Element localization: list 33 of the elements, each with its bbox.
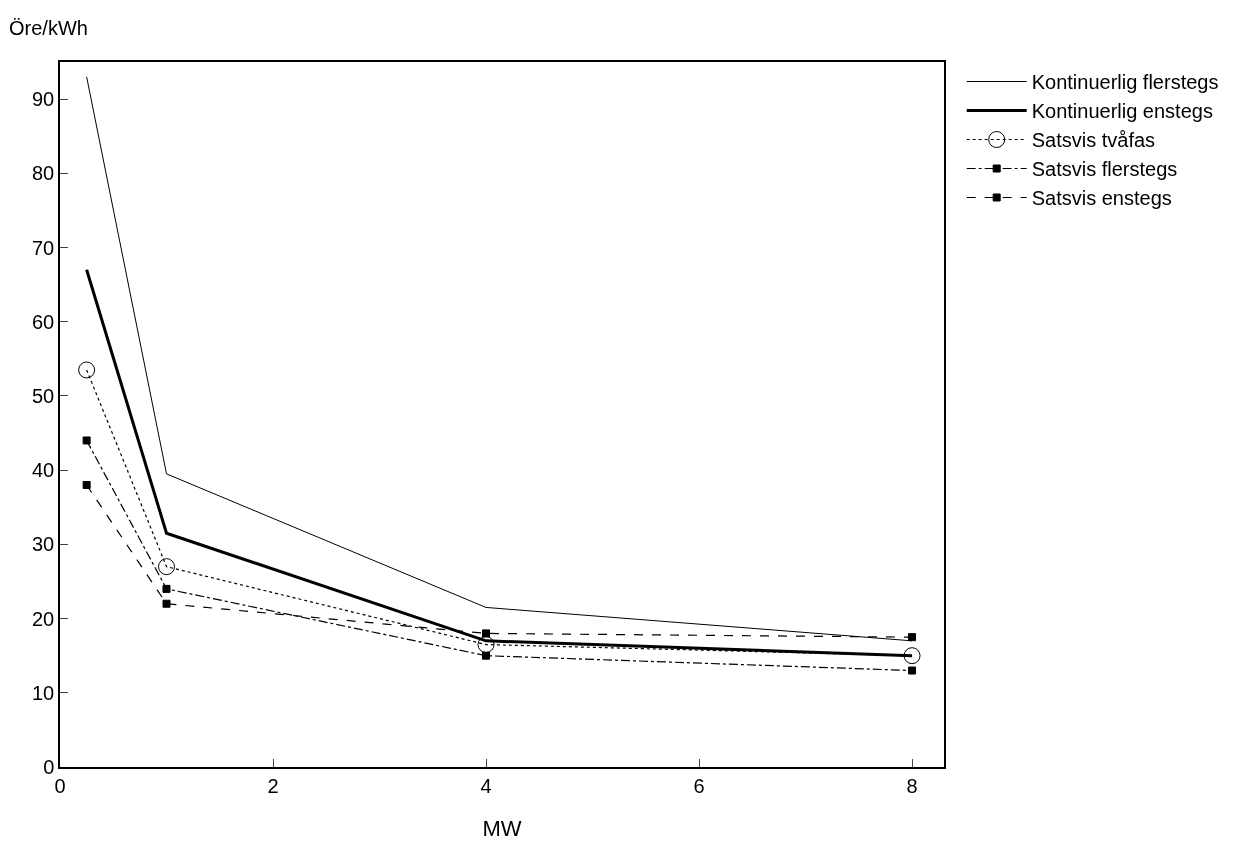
legend-label: Satsvis flerstegs	[1031, 158, 1178, 181]
y-tick-label: 0	[43, 756, 55, 778]
x-tick-label: 6	[693, 774, 705, 797]
y-tick-label: 40	[32, 459, 55, 482]
y-tick-label: 50	[32, 384, 55, 407]
point	[477, 636, 495, 654]
point	[158, 558, 176, 576]
point	[908, 633, 917, 642]
point	[162, 584, 171, 593]
y-tick-label: 80	[32, 162, 55, 185]
point	[82, 436, 91, 445]
legend-label: Kontinuerlig enstegs	[1031, 100, 1213, 123]
y-tick-label: 10	[32, 681, 55, 704]
y-axis-title: Öre/kWh	[9, 17, 88, 39]
y-tick-label: 20	[32, 607, 55, 630]
x-tick-label: 2	[267, 774, 279, 797]
x-axis-title: MW	[482, 816, 522, 842]
point	[903, 647, 921, 665]
legend-label: Satsvis enstegs	[1031, 187, 1172, 210]
y-tick-label: 70	[32, 236, 55, 259]
point	[482, 651, 491, 660]
y-tick-label: 90	[32, 88, 55, 111]
point	[908, 666, 917, 675]
point	[82, 481, 91, 489]
point	[162, 599, 171, 608]
point	[482, 629, 491, 638]
y-tick-label: 60	[32, 310, 55, 333]
x-tick-label: 4	[480, 774, 492, 797]
point	[78, 361, 96, 379]
y-tick-label: 30	[32, 533, 55, 556]
legend-label: Satsvis tvåfas	[1031, 129, 1156, 152]
legend-label: Kontinuerlig flerstegs	[1031, 71, 1219, 94]
x-tick-label: 8	[906, 774, 918, 797]
